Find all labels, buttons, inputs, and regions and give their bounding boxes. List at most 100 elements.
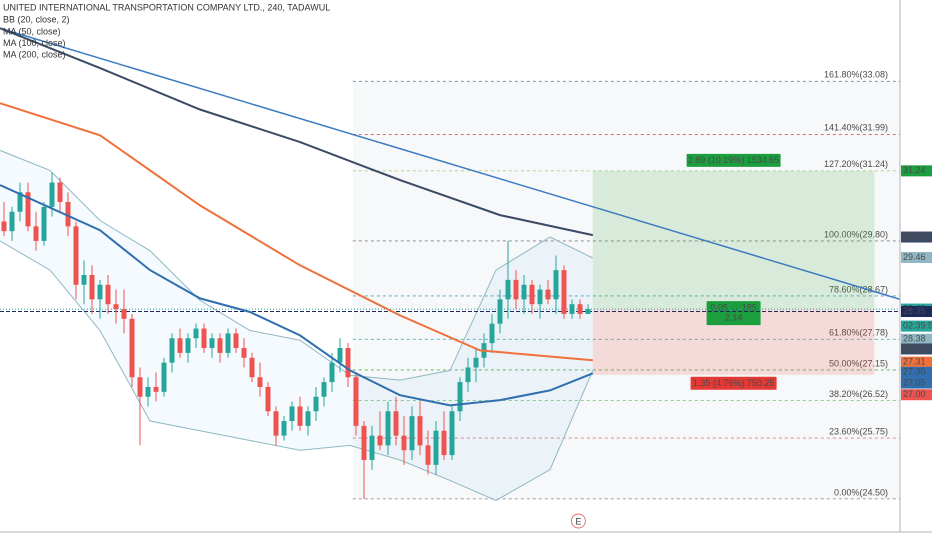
candle-body bbox=[105, 284, 111, 305]
candle-body bbox=[361, 425, 367, 460]
fib-label: 50.00%(27.15) bbox=[829, 358, 888, 368]
candle-body bbox=[425, 445, 431, 465]
candle-body bbox=[577, 304, 583, 314]
fib-label: 38.20%(26.52) bbox=[829, 389, 888, 399]
ma-line bbox=[0, 184, 594, 407]
fib-label: 100.00%(29.80) bbox=[824, 229, 888, 239]
candle-body bbox=[249, 357, 255, 378]
candle-body bbox=[281, 421, 287, 436]
price-label: 27.05 bbox=[903, 377, 926, 387]
candle-body bbox=[153, 386, 159, 392]
trend-line bbox=[0, 27, 901, 301]
target-label: 2.89 (10.19%) 1534.65 bbox=[688, 155, 780, 165]
price-label: 28.38 bbox=[903, 334, 926, 344]
price-label-box bbox=[901, 333, 932, 345]
candle-body bbox=[345, 348, 351, 378]
candle-body bbox=[521, 284, 527, 300]
candle-body bbox=[1, 221, 7, 232]
label-box bbox=[690, 376, 777, 390]
event-label: E bbox=[575, 516, 581, 526]
candle-body bbox=[313, 396, 319, 412]
ma-line bbox=[0, 102, 593, 362]
candle-body bbox=[33, 226, 39, 241]
candle-body bbox=[337, 348, 343, 363]
candle-body bbox=[505, 279, 511, 300]
candle-body bbox=[497, 299, 503, 324]
candle-body bbox=[353, 377, 359, 426]
candle-body bbox=[417, 416, 423, 446]
fib-label: 78.60%(28.67) bbox=[829, 284, 888, 294]
candle-body bbox=[265, 386, 271, 412]
candle-body bbox=[297, 406, 303, 426]
candle-body bbox=[41, 206, 47, 241]
candle-body bbox=[321, 382, 327, 397]
candle-body bbox=[569, 304, 575, 314]
axes: 31.2429.8829.4628.4002:39:528.3828.3527.… bbox=[901, 165, 932, 401]
candle-body bbox=[289, 406, 295, 422]
entry-label: 0.05 ↔ 185 bbox=[710, 302, 757, 312]
candle-body bbox=[377, 435, 383, 446]
candle-body bbox=[81, 275, 87, 285]
price-label: 29.88 bbox=[903, 231, 926, 241]
candle-body bbox=[137, 377, 143, 397]
legend-entry: MA (200, close) bbox=[3, 49, 66, 59]
price-label: 02:39:5 bbox=[903, 320, 932, 330]
label-box bbox=[686, 153, 781, 167]
price-label-box bbox=[901, 389, 932, 401]
price-label: 27.00 bbox=[903, 389, 926, 399]
fib-label: 61.80%(27.78) bbox=[829, 328, 888, 338]
candle-body bbox=[193, 328, 199, 339]
candle-body bbox=[9, 211, 15, 232]
candle-body bbox=[57, 182, 63, 202]
legend-entry: MA (50, close) bbox=[3, 26, 61, 36]
price-axis bbox=[900, 0, 932, 532]
candle-body bbox=[513, 279, 519, 300]
plot: 161.80%(33.08) 141.40%(31.99) 127.20%(31.2… bbox=[0, 27, 901, 529]
candle-body bbox=[465, 367, 471, 383]
candle-body bbox=[305, 411, 311, 426]
candle-body bbox=[529, 284, 535, 305]
price-label-box bbox=[901, 231, 932, 243]
candle-body bbox=[169, 338, 175, 363]
candle-body bbox=[49, 182, 55, 207]
price-label-box bbox=[901, 165, 932, 177]
candle-body bbox=[17, 192, 23, 212]
ratio-label: 2.14 bbox=[725, 312, 743, 322]
candle-body bbox=[145, 386, 151, 397]
candle-body bbox=[409, 416, 415, 451]
label-box bbox=[706, 301, 761, 326]
legend-entry: MA (100, close) bbox=[3, 38, 66, 48]
bb-upper bbox=[0, 149, 594, 381]
candle-body bbox=[433, 430, 439, 465]
fib-label: 127.20%(31.24) bbox=[824, 159, 888, 169]
candle-body bbox=[449, 411, 455, 456]
price-label-box bbox=[901, 306, 932, 318]
candle-body bbox=[553, 270, 559, 300]
candle-body bbox=[329, 362, 335, 383]
candle-body bbox=[129, 318, 135, 378]
candle-body bbox=[233, 333, 239, 349]
fib-label: 23.60%(25.75) bbox=[829, 426, 888, 436]
fib-label: 0.00%(24.50) bbox=[834, 487, 888, 497]
candle-body bbox=[217, 338, 223, 353]
candle-body bbox=[89, 275, 95, 300]
candle-body bbox=[257, 377, 263, 387]
candle-body bbox=[473, 357, 479, 368]
candle-body bbox=[97, 284, 103, 300]
candle-body bbox=[393, 411, 399, 436]
price-label: 31.24 bbox=[903, 165, 926, 175]
fib-label: 161.80%(33.08) bbox=[824, 70, 888, 80]
price-label-box bbox=[901, 251, 932, 263]
price-label-box bbox=[901, 377, 932, 389]
price-label-box bbox=[901, 356, 932, 368]
candle-body bbox=[209, 338, 215, 349]
candle-body bbox=[201, 328, 207, 349]
candle-body bbox=[241, 348, 247, 358]
legend-entry: BB (20, close, 2) bbox=[3, 14, 70, 24]
price-label: 27.30 bbox=[903, 367, 926, 377]
candle-body bbox=[177, 338, 183, 353]
price-label-box bbox=[901, 320, 932, 332]
fib-label: 141.40%(31.99) bbox=[824, 123, 888, 133]
candle-body bbox=[73, 226, 79, 285]
